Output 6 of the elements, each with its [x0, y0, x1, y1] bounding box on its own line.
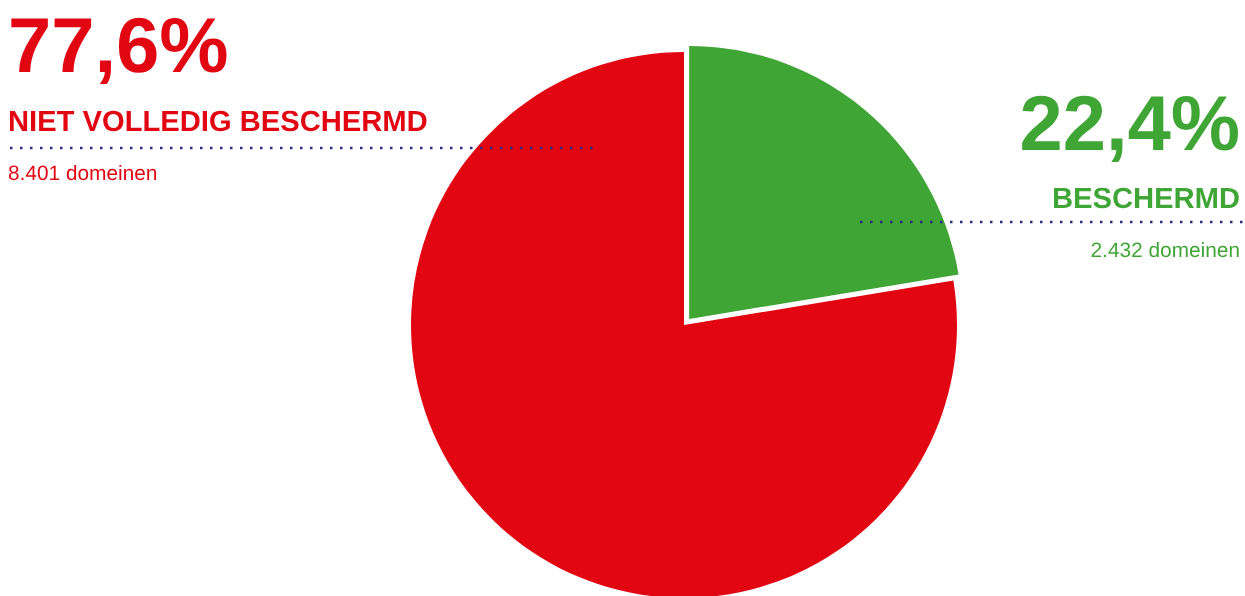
text: 2.432 domeinen	[1091, 241, 1239, 258]
slice-label: BESCHERMD	[1053, 187, 1239, 209]
slice-label: NIET VOLLEDIG BESCHERMD	[9, 110, 427, 132]
data-label: 22,4%	[1022, 95, 1238, 163]
text: 8.401 domeinen	[8, 164, 157, 181]
data-label: 77,6%	[11, 17, 227, 85]
